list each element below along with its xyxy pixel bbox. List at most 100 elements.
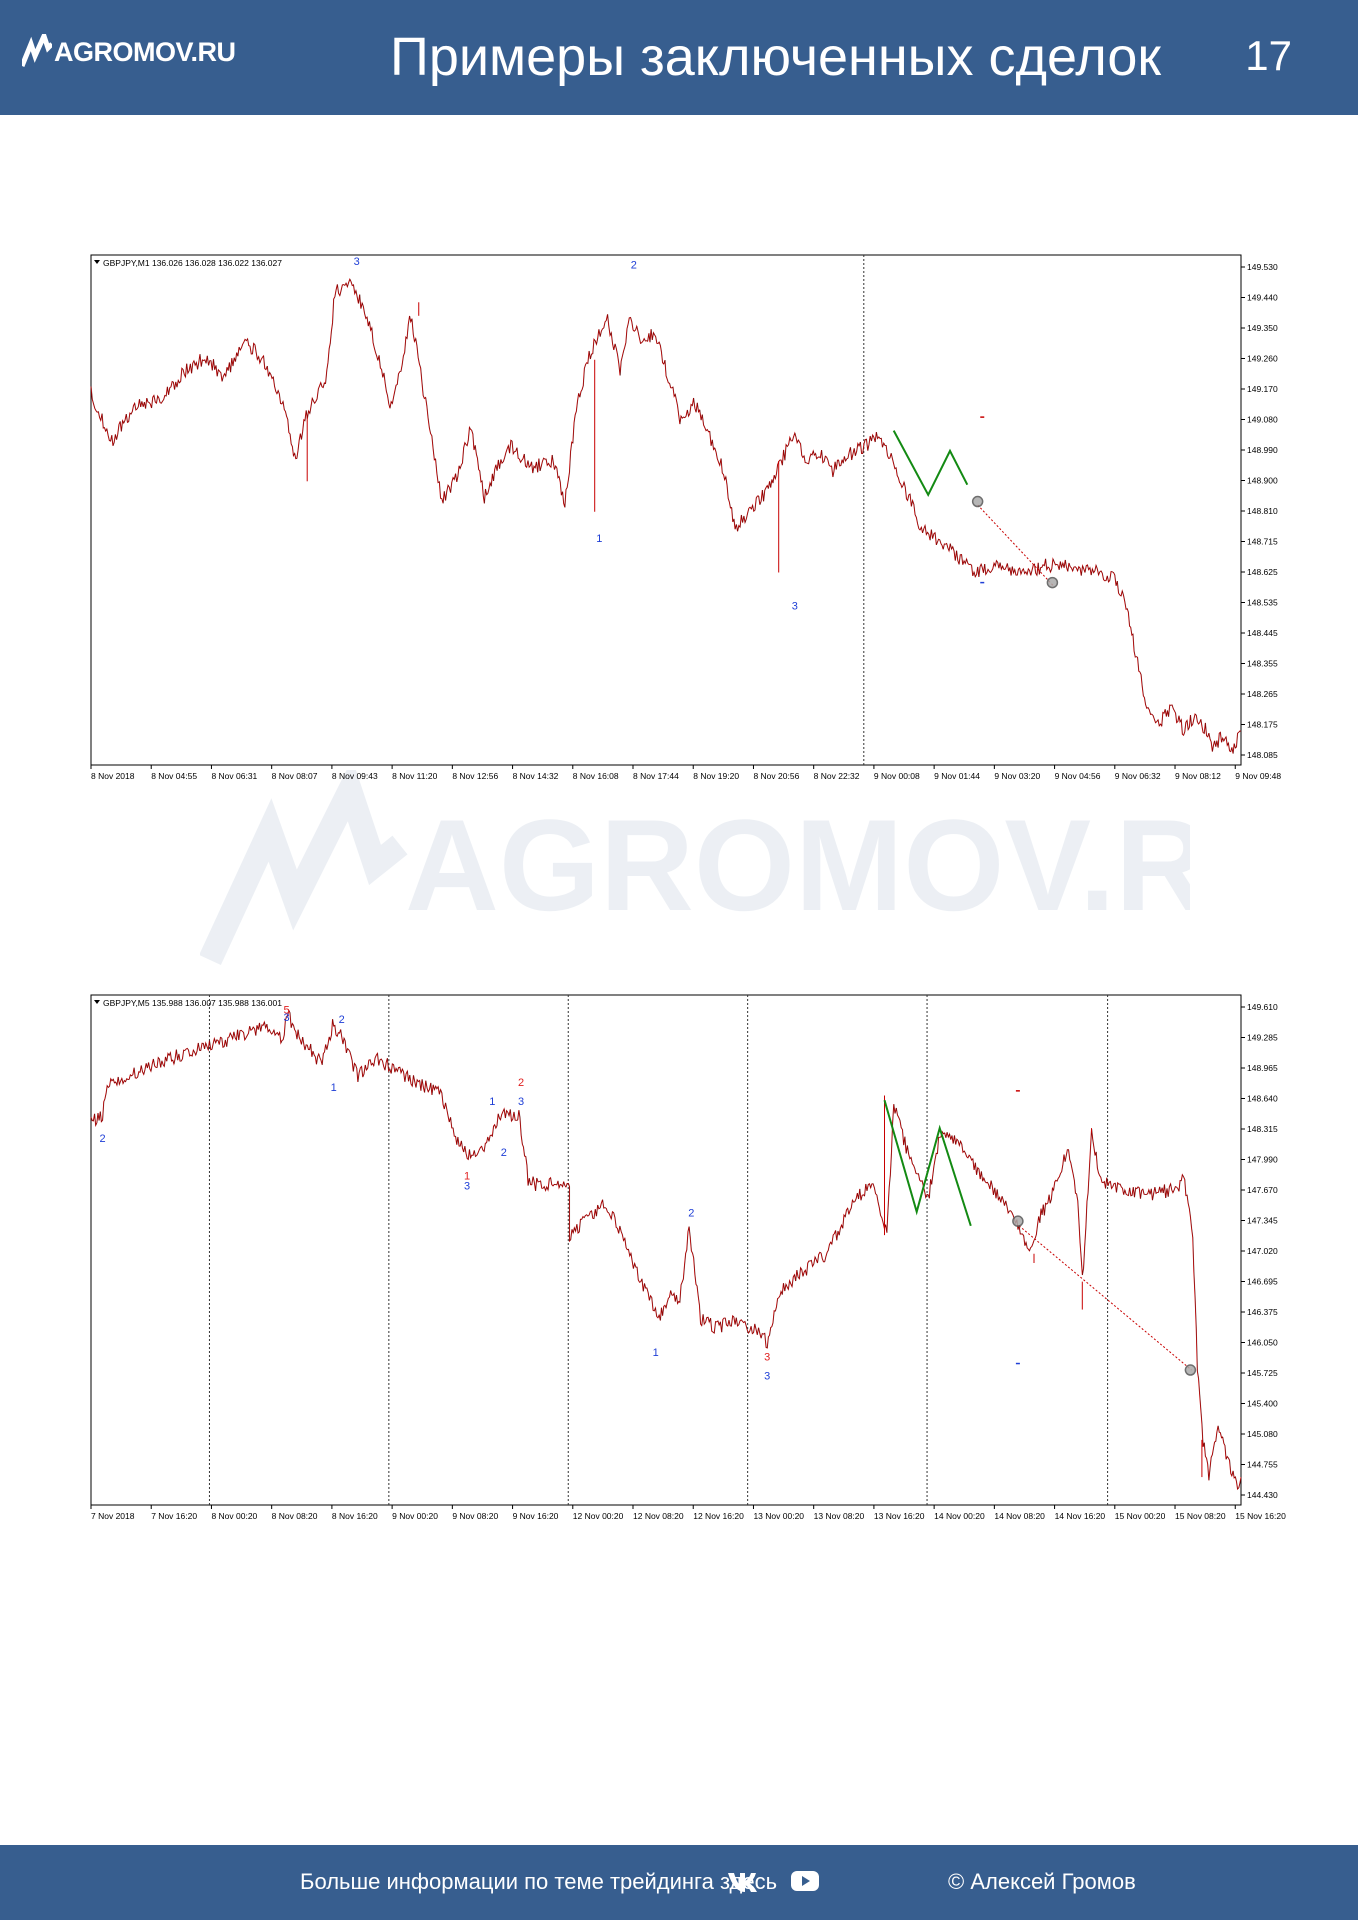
youtube-icon[interactable] xyxy=(790,1869,820,1898)
chart-gbpjpy-m1[interactable]: GBPJPY,M1 136.026 136.028 136.022 136.02… xyxy=(0,0,1358,790)
trade-line xyxy=(977,504,1054,587)
page-number: 17 xyxy=(1245,32,1292,79)
wave-label: 3 xyxy=(518,1096,524,1108)
y-tick-label: 145.400 xyxy=(1247,1399,1278,1409)
x-tick-label: 8 Nov 22:32 xyxy=(814,771,860,781)
y-tick-label: 148.900 xyxy=(1247,476,1278,486)
price-series xyxy=(90,1009,1242,1491)
x-tick-label: 9 Nov 03:20 xyxy=(994,771,1040,781)
x-tick-label: 13 Nov 08:20 xyxy=(814,1511,865,1521)
logo[interactable]: AGROMOV.RU xyxy=(22,30,236,74)
page-title: Примеры заключенных сделок xyxy=(390,27,1162,87)
x-tick-label: 9 Nov 00:08 xyxy=(874,771,920,781)
y-tick-label: 145.725 xyxy=(1247,1368,1278,1378)
x-tick-label: 12 Nov 08:20 xyxy=(633,1511,684,1521)
y-tick-label: 148.625 xyxy=(1247,567,1278,577)
x-tick-label: 13 Nov 00:20 xyxy=(753,1511,804,1521)
y-tick-label: 146.695 xyxy=(1247,1277,1278,1287)
y-tick-label: 146.050 xyxy=(1247,1338,1278,1348)
y-tick-label: 149.610 xyxy=(1247,1002,1278,1012)
y-tick-label: 148.810 xyxy=(1247,506,1278,516)
wave-label: 3 xyxy=(283,1012,289,1024)
header: AGROMOV.RU Примеры заключенных сделок 17 xyxy=(0,0,1358,115)
wave-line xyxy=(892,430,969,497)
x-tick-label: 12 Nov 16:20 xyxy=(693,1511,744,1521)
wave-label: 3 xyxy=(792,601,798,613)
x-tick-label: 8 Nov 20:56 xyxy=(753,771,799,781)
y-tick-label: 147.990 xyxy=(1247,1155,1278,1165)
y-tick-label: 146.375 xyxy=(1247,1307,1278,1317)
x-tick-label: 9 Nov 09:48 xyxy=(1235,771,1281,781)
wave-label: 3 xyxy=(464,1181,470,1193)
x-tick-label: 8 Nov 17:44 xyxy=(633,771,679,781)
wave-label: 2 xyxy=(501,1147,507,1159)
vk-icon[interactable] xyxy=(726,1867,758,1900)
x-tick-label: 15 Nov 08:20 xyxy=(1175,1511,1226,1521)
wave-label: 2 xyxy=(688,1207,694,1219)
wave-label: 5 xyxy=(283,1005,289,1017)
x-tick-label: 7 Nov 2018 xyxy=(91,1511,135,1521)
wave-label: 3 xyxy=(764,1352,770,1364)
y-tick-label: 147.020 xyxy=(1247,1246,1278,1256)
copyright: © Алексей Громов xyxy=(948,1869,1136,1894)
x-tick-label: 9 Nov 04:56 xyxy=(1055,771,1101,781)
chart-gbpjpy-m5[interactable]: GBPJPY,M5 135.988 136.007 135.988 136.00… xyxy=(0,0,1358,1540)
trade-point-marker xyxy=(1184,1364,1197,1376)
plot-frame xyxy=(90,994,1242,1506)
y-tick-label: 148.355 xyxy=(1247,659,1278,669)
trade-point-marker xyxy=(1012,1215,1024,1227)
chart-symbol-info: GBPJPY,M5 135.988 136.007 135.988 136.00… xyxy=(103,998,282,1008)
x-tick-label: 9 Nov 06:32 xyxy=(1115,771,1161,781)
x-tick-label: 8 Nov 12:56 xyxy=(452,771,498,781)
x-tick-label: 8 Nov 00:20 xyxy=(211,1511,257,1521)
chart-symbol-info: GBPJPY,M1 136.026 136.028 136.022 136.02… xyxy=(103,258,282,268)
x-tick-label: 13 Nov 16:20 xyxy=(874,1511,925,1521)
y-tick-label: 148.990 xyxy=(1247,445,1278,455)
footer: Больше информации по теме трейдинга здес… xyxy=(0,1845,1358,1920)
x-tick-label: 7 Nov 16:20 xyxy=(151,1511,197,1521)
x-tick-label: 8 Nov 16:20 xyxy=(332,1511,378,1521)
x-tick-label: 8 Nov 14:32 xyxy=(513,771,559,781)
y-tick-label: 149.080 xyxy=(1247,415,1278,425)
x-tick-label: 9 Nov 16:20 xyxy=(513,1511,559,1521)
x-tick-label: 14 Nov 08:20 xyxy=(994,1511,1045,1521)
x-tick-label: 8 Nov 2018 xyxy=(91,771,135,781)
price-series xyxy=(90,278,1242,754)
wave-label: 2 xyxy=(518,1077,524,1089)
x-tick-label: 8 Nov 16:08 xyxy=(573,771,619,781)
x-tick-label: 12 Nov 00:20 xyxy=(573,1511,624,1521)
wave-label: 1 xyxy=(653,1347,659,1359)
x-tick-label: 8 Nov 06:31 xyxy=(211,771,257,781)
wave-label: 1 xyxy=(596,533,602,545)
y-tick-label: 149.530 xyxy=(1247,262,1278,272)
watermark: AGROMOV.RU xyxy=(199,758,1303,970)
logo-text: AGROMOV.RU xyxy=(54,36,236,67)
x-tick-label: 15 Nov 16:20 xyxy=(1235,1511,1286,1521)
dropdown-icon xyxy=(94,1000,100,1004)
footer-info-text: Больше информации по теме трейдинга здес… xyxy=(300,1869,778,1894)
y-tick-label: 145.080 xyxy=(1247,1429,1278,1439)
x-tick-label: 9 Nov 01:44 xyxy=(934,771,980,781)
x-tick-label: 8 Nov 08:20 xyxy=(272,1511,318,1521)
wave-line xyxy=(883,1099,972,1227)
y-tick-label: 147.670 xyxy=(1247,1185,1278,1195)
wave-label: 2 xyxy=(631,260,637,272)
x-tick-label: 8 Nov 11:20 xyxy=(392,771,437,781)
y-tick-label: 148.640 xyxy=(1247,1094,1278,1104)
x-tick-label: 8 Nov 08:07 xyxy=(272,771,318,781)
y-tick-label: 148.715 xyxy=(1247,537,1278,547)
y-tick-label: 149.260 xyxy=(1247,354,1278,364)
x-tick-label: 15 Nov 00:20 xyxy=(1115,1511,1166,1521)
x-tick-label: 8 Nov 04:55 xyxy=(151,771,197,781)
x-tick-label: 9 Nov 08:12 xyxy=(1175,771,1221,781)
x-tick-label: 9 Nov 00:20 xyxy=(392,1511,438,1521)
price-series-body xyxy=(91,278,1242,754)
y-tick-label: 148.315 xyxy=(1247,1124,1278,1134)
y-tick-label: 148.965 xyxy=(1247,1063,1278,1073)
x-tick-label: 8 Nov 19:20 xyxy=(693,771,739,781)
x-tick-label: 8 Nov 09:43 xyxy=(332,771,378,781)
x-tick-label: 14 Nov 00:20 xyxy=(934,1511,985,1521)
wave-label: 1 xyxy=(489,1096,495,1108)
y-tick-label: 149.440 xyxy=(1247,293,1278,303)
trade-point-marker xyxy=(971,495,984,508)
